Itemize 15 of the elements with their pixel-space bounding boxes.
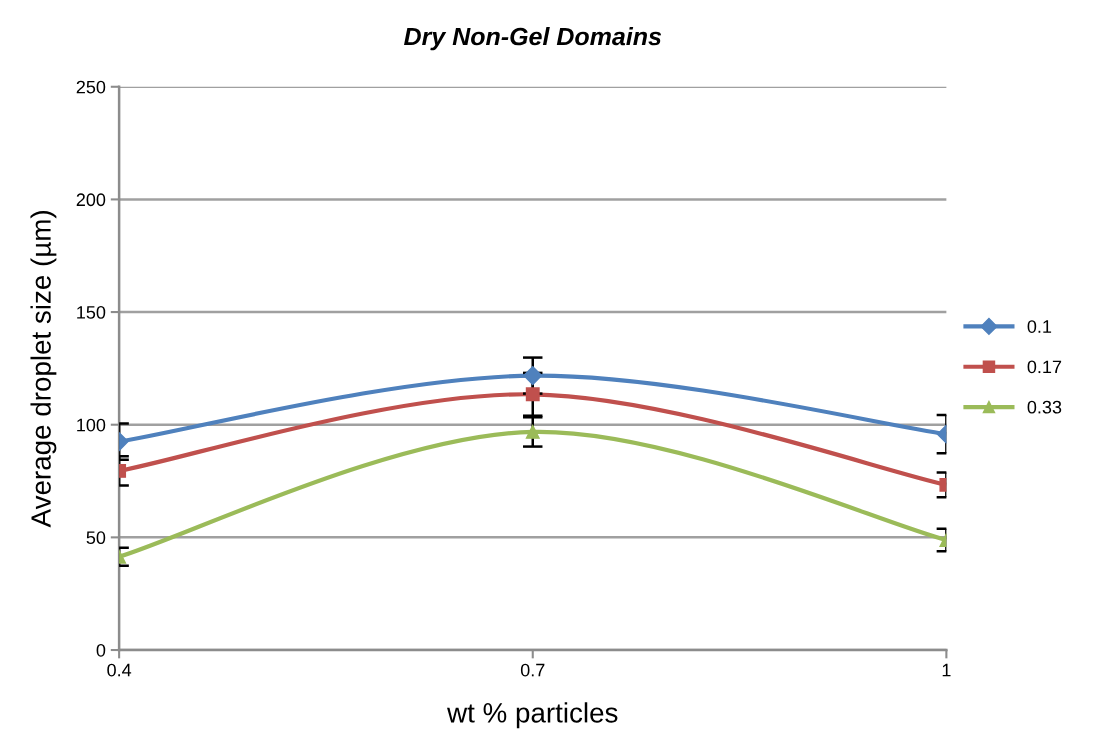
y-tick-label: 200	[76, 193, 106, 207]
x-axis-title: wt % particles	[447, 702, 618, 729]
x-tick-label: 0.4	[107, 663, 132, 677]
legend-label: 0.1	[1027, 320, 1052, 333]
y-tick-label: 0	[96, 643, 106, 657]
legend-label: 0.17	[1027, 360, 1062, 374]
y-tick-label: 250	[76, 80, 106, 94]
y-tick-label: 50	[86, 531, 106, 545]
x-tick-label: 0.7	[520, 663, 545, 677]
y-axis-title: Average droplet size (µm)	[30, 211, 57, 528]
x-tick-label: 1	[942, 663, 951, 677]
legend-label: 0.33	[1027, 400, 1062, 414]
y-tick-label: 150	[77, 306, 106, 319]
chart-title: Dry Non-Gel Domains	[404, 26, 662, 51]
y-tick-label: 100	[77, 418, 106, 432]
